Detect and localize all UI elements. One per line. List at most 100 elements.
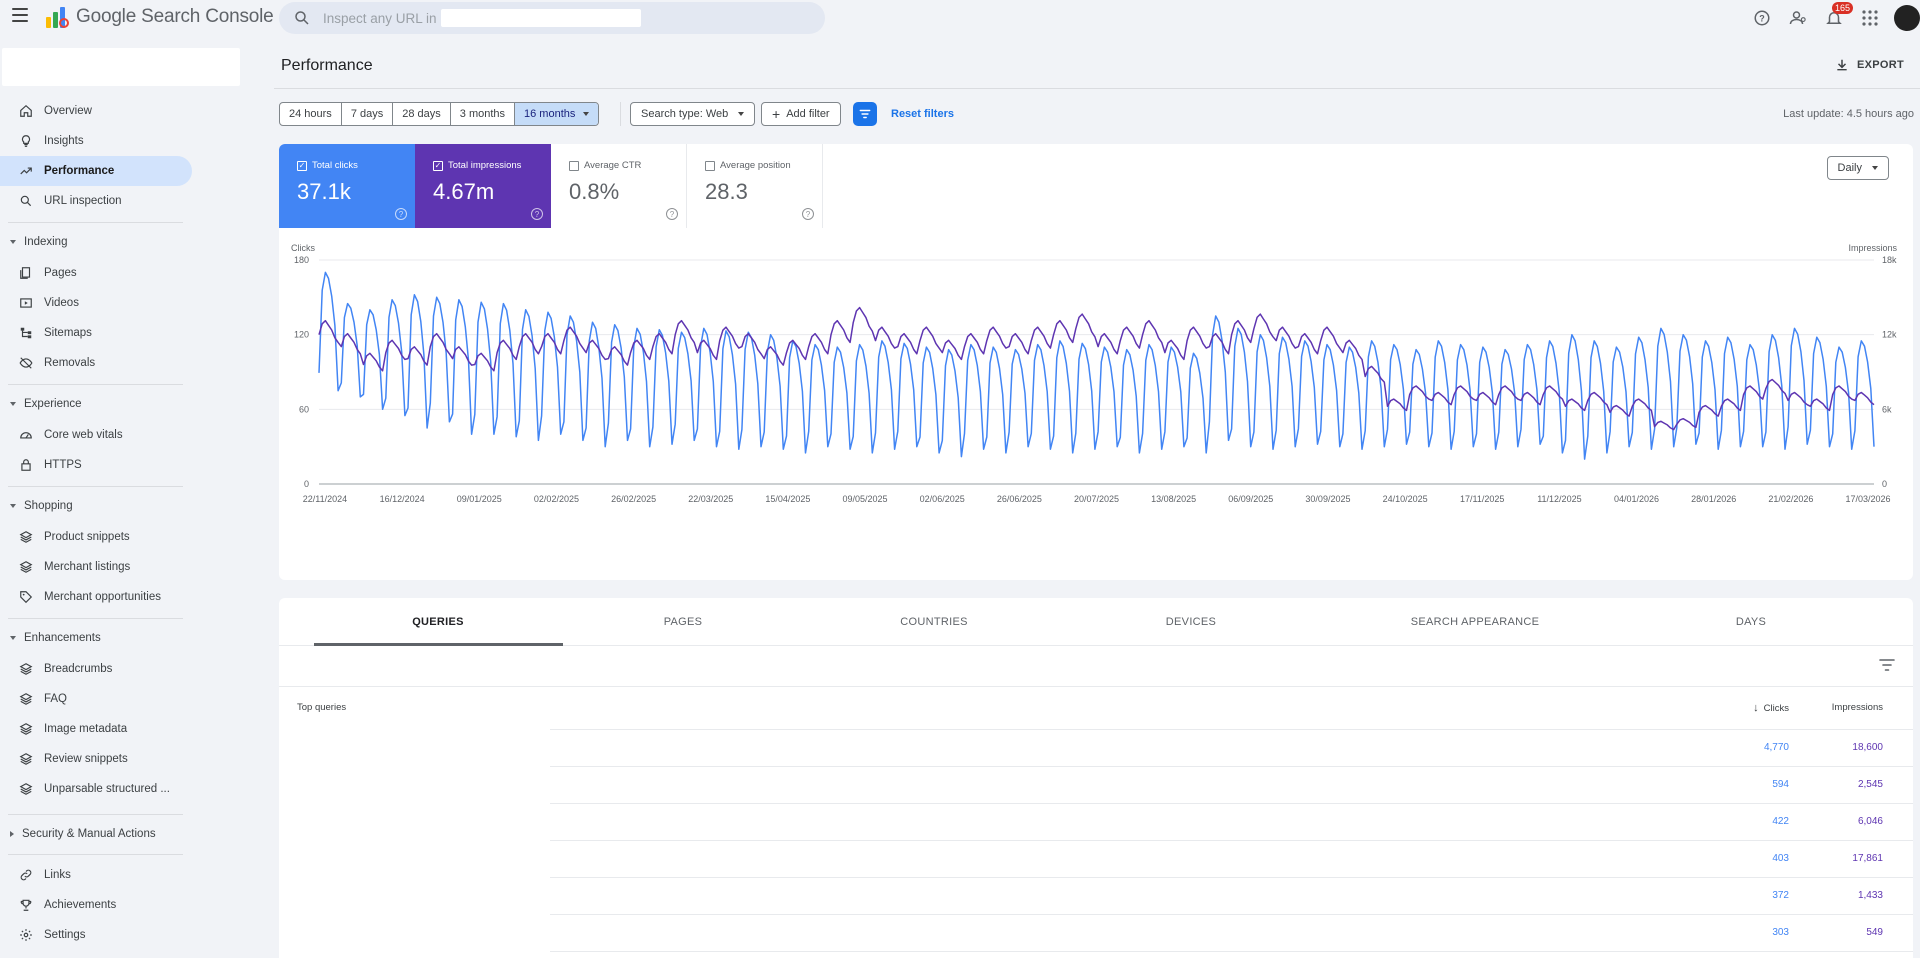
sidebar-item-https[interactable]: HTTPS bbox=[0, 450, 82, 480]
sidebar-item-videos[interactable]: Videos bbox=[0, 288, 79, 318]
table-row[interactable]: 4,770 18,600 bbox=[279, 730, 1913, 767]
tab-days[interactable]: DAYS bbox=[1735, 616, 1767, 628]
manage-users-icon[interactable] bbox=[1784, 4, 1812, 32]
range-16-months[interactable]: 16 months bbox=[515, 103, 599, 125]
x-tick-label: 02/06/2025 bbox=[920, 494, 965, 504]
section-security-manual-actions[interactable]: Security & Manual Actions bbox=[10, 828, 156, 840]
performance-chart-card: ✓ Total clicks 37.1k ? ✓ Total impressions… bbox=[279, 144, 1913, 580]
table-row[interactable]: 303 549 bbox=[279, 915, 1913, 952]
sidebar-item-label: Breadcrumbs bbox=[44, 663, 113, 675]
table-row[interactable]: 594 2,545 bbox=[279, 767, 1913, 804]
metric-average-position[interactable]: Average position 28.3 ? bbox=[687, 144, 823, 228]
help-icon[interactable]: ? bbox=[802, 208, 814, 220]
metric-label: Average position bbox=[720, 160, 791, 171]
export-button[interactable]: EXPORT bbox=[1835, 58, 1904, 72]
sidebar-item-review-snippets[interactable]: Review snippets bbox=[0, 744, 128, 774]
sidebar-item-merchant-listings[interactable]: Merchant listings bbox=[0, 552, 130, 582]
url-inspection-search[interactable]: Inspect any URL in bbox=[279, 2, 825, 34]
tab-devices[interactable]: DEVICES bbox=[1165, 616, 1217, 628]
tab-pages[interactable]: PAGES bbox=[663, 616, 703, 628]
filter-rows-icon[interactable] bbox=[1879, 658, 1895, 672]
column-header-clicks[interactable]: ↓ Clicks bbox=[1753, 702, 1789, 714]
search-console-logo-icon bbox=[44, 4, 70, 30]
layers-icon bbox=[18, 721, 34, 737]
filter-toggle-button[interactable] bbox=[853, 102, 877, 126]
x-tick-label: 28/01/2026 bbox=[1691, 494, 1736, 504]
metric-total-impressions[interactable]: ✓ Total impressions 4.67m ? bbox=[415, 144, 551, 228]
dimension-tabs: QUERIES PAGES COUNTRIES DEVICES SEARCH A… bbox=[279, 598, 1913, 646]
metric-total-clicks[interactable]: ✓ Total clicks 37.1k ? bbox=[279, 144, 415, 228]
help-icon[interactable]: ? bbox=[1748, 4, 1776, 32]
sidebar-item-label: Core web vitals bbox=[44, 429, 123, 441]
sidebar-item-performance[interactable]: Performance bbox=[0, 156, 192, 186]
sidebar-item-unparsable-structured-data[interactable]: Unparsable structured ... bbox=[0, 774, 170, 804]
clicks-cell: 4,770 bbox=[1763, 742, 1789, 753]
property-selector[interactable] bbox=[2, 48, 240, 86]
column-header-impressions[interactable]: Impressions bbox=[1831, 702, 1883, 713]
add-filter-button[interactable]: + Add filter bbox=[761, 102, 841, 126]
sidebar-item-url-inspection[interactable]: URL inspection bbox=[0, 186, 122, 216]
sidebar-item-image-metadata[interactable]: Image metadata bbox=[0, 714, 127, 744]
sidebar-item-label: Unparsable structured ... bbox=[44, 783, 170, 795]
range-16-months-label: 16 months bbox=[524, 108, 576, 120]
sidebar-item-pages[interactable]: Pages bbox=[0, 258, 77, 288]
sidebar-item-settings[interactable]: Settings bbox=[0, 920, 86, 950]
x-tick-label: 13/08/2025 bbox=[1151, 494, 1196, 504]
right-axis-title: Impressions bbox=[1848, 243, 1897, 253]
granularity-select[interactable]: Daily bbox=[1826, 156, 1889, 180]
sidebar-item-product-snippets[interactable]: Product snippets bbox=[0, 522, 130, 552]
tab-queries[interactable]: QUERIES bbox=[412, 616, 464, 628]
sidebar-item-label: Links bbox=[44, 869, 71, 881]
impressions-series-line bbox=[318, 306, 1875, 431]
tab-search-appearance[interactable]: SEARCH APPEARANCE bbox=[1410, 616, 1540, 628]
range-28-days[interactable]: 28 days bbox=[393, 103, 451, 125]
sidebar-item-core-web-vitals[interactable]: Core web vitals bbox=[0, 420, 123, 450]
table-row[interactable]: 372 1,433 bbox=[279, 878, 1913, 915]
left-axis-title: Clicks bbox=[291, 243, 315, 253]
range-7-days[interactable]: 7 days bbox=[342, 103, 394, 125]
section-shopping[interactable]: Shopping bbox=[10, 500, 73, 512]
reset-filters-link[interactable]: Reset filters bbox=[891, 108, 954, 120]
sidebar-item-insights[interactable]: Insights bbox=[0, 126, 84, 156]
main-menu-button[interactable] bbox=[12, 8, 28, 22]
tab-countries[interactable]: COUNTRIES bbox=[900, 616, 968, 628]
table-row[interactable]: 422 6,046 bbox=[279, 804, 1913, 841]
column-header-query[interactable]: Top queries bbox=[297, 702, 347, 713]
divider bbox=[620, 102, 621, 126]
help-icon[interactable]: ? bbox=[531, 208, 543, 220]
divider bbox=[550, 729, 1913, 730]
apps-grid-icon[interactable] bbox=[1856, 4, 1884, 32]
checkbox-checked-icon[interactable]: ✓ bbox=[297, 160, 307, 171]
range-24-hours[interactable]: 24 hours bbox=[280, 103, 342, 125]
table-row[interactable]: 403 17,861 bbox=[279, 841, 1913, 878]
section-indexing[interactable]: Indexing bbox=[10, 236, 67, 248]
help-icon[interactable]: ? bbox=[666, 208, 678, 220]
x-tick-label: 15/04/2025 bbox=[765, 494, 810, 504]
export-label: EXPORT bbox=[1856, 59, 1904, 71]
checkbox-unchecked-icon[interactable] bbox=[705, 160, 715, 171]
sidebar-item-merchant-opportunities[interactable]: Merchant opportunities bbox=[0, 582, 161, 612]
account-avatar[interactable] bbox=[1894, 5, 1920, 31]
chevron-down-icon bbox=[738, 112, 745, 116]
checkbox-unchecked-icon[interactable] bbox=[569, 160, 579, 171]
app-logo[interactable]: Google Search Console bbox=[44, 4, 274, 30]
section-experience[interactable]: Experience bbox=[10, 398, 82, 410]
notifications-icon[interactable]: 165 bbox=[1820, 2, 1854, 32]
sidebar-item-achievements[interactable]: Achievements bbox=[0, 890, 116, 920]
help-icon[interactable]: ? bbox=[395, 208, 407, 220]
sidebar-item-faq[interactable]: FAQ bbox=[0, 684, 67, 714]
sidebar-item-removals[interactable]: Removals bbox=[0, 348, 95, 378]
section-enhancements[interactable]: Enhancements bbox=[10, 632, 101, 644]
sidebar-item-links[interactable]: Links bbox=[0, 860, 71, 890]
sidebar-item-breadcrumbs[interactable]: Breadcrumbs bbox=[0, 654, 112, 684]
sidebar-item-overview[interactable]: Overview bbox=[0, 96, 92, 126]
sidebar-item-label: Merchant opportunities bbox=[44, 591, 161, 603]
metric-average-ctr[interactable]: Average CTR 0.8% ? bbox=[551, 144, 687, 228]
checkbox-checked-icon[interactable]: ✓ bbox=[433, 160, 443, 171]
range-3-months[interactable]: 3 months bbox=[451, 103, 516, 125]
sidebar-item-sitemaps[interactable]: Sitemaps bbox=[0, 318, 92, 348]
clicks-cell: 403 bbox=[1772, 853, 1789, 864]
x-tick-label: 24/10/2025 bbox=[1383, 494, 1428, 504]
lightbulb-icon bbox=[18, 133, 34, 149]
search-type-filter[interactable]: Search type: Web bbox=[630, 102, 756, 126]
